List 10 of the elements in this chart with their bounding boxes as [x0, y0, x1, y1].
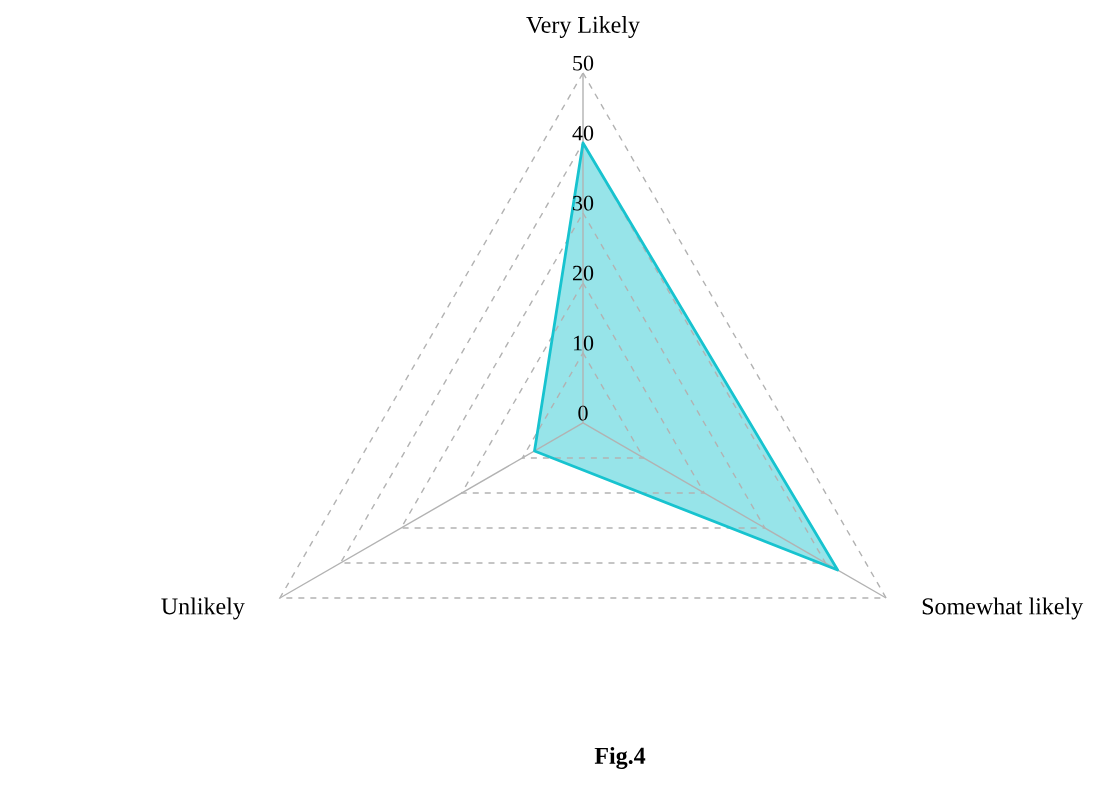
y-tick-label: 30 — [573, 195, 594, 211]
caption: Fig.4 — [594, 747, 646, 769]
spoke-label: Somewhat likely — [922, 597, 1084, 620]
y-tick-label: 50 — [573, 55, 594, 71]
spoke-label: Unlikely — [161, 597, 245, 620]
y-tick-label: 0 — [578, 405, 588, 421]
y-tick-label: 40 — [572, 125, 594, 141]
spoke-label: Very Likely — [526, 16, 640, 38]
y-tick-label: 20 — [572, 265, 594, 281]
y-tick-label: 10 — [573, 335, 594, 351]
